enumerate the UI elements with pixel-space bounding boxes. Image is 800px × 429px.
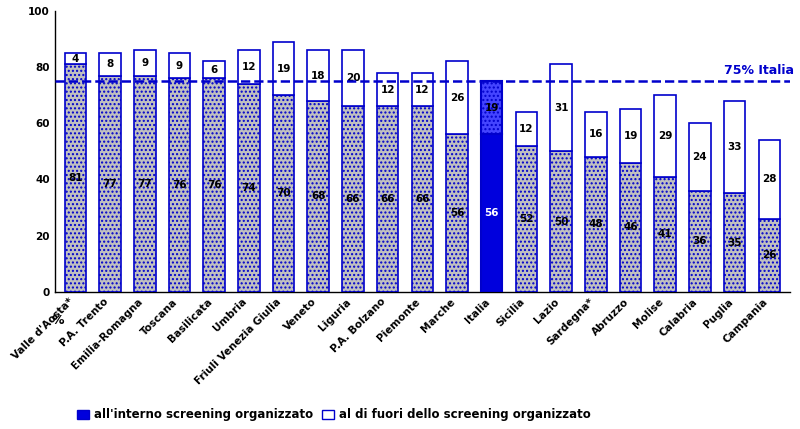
- Bar: [689, 123, 710, 190]
- Text: 76: 76: [207, 180, 222, 190]
- Text: 26: 26: [762, 250, 777, 260]
- Bar: [550, 64, 572, 151]
- Text: 18: 18: [311, 70, 326, 81]
- Text: 75% Italia: 75% Italia: [724, 64, 794, 77]
- Text: 9: 9: [141, 58, 148, 68]
- Text: 76: 76: [172, 180, 186, 190]
- Bar: [307, 101, 329, 292]
- Bar: [273, 95, 294, 292]
- Bar: [516, 112, 537, 146]
- Text: 77: 77: [102, 178, 118, 189]
- Text: 12: 12: [380, 85, 395, 94]
- Bar: [620, 163, 642, 292]
- Bar: [758, 140, 780, 219]
- Text: 35: 35: [727, 238, 742, 248]
- Text: 74: 74: [242, 183, 256, 193]
- Text: 4: 4: [72, 54, 79, 63]
- Bar: [65, 53, 86, 64]
- Text: 19: 19: [623, 131, 638, 141]
- Text: 41: 41: [658, 229, 673, 239]
- Bar: [377, 106, 398, 292]
- Bar: [724, 193, 746, 292]
- Bar: [99, 76, 121, 292]
- Text: 46: 46: [623, 222, 638, 232]
- Bar: [620, 109, 642, 163]
- Bar: [134, 50, 155, 76]
- Text: 29: 29: [658, 131, 673, 141]
- Bar: [585, 112, 606, 157]
- Bar: [654, 177, 676, 292]
- Text: 28: 28: [762, 175, 777, 184]
- Text: 31: 31: [554, 103, 568, 113]
- Text: 36: 36: [693, 236, 707, 246]
- Bar: [273, 42, 294, 95]
- Bar: [481, 81, 502, 134]
- Bar: [238, 84, 260, 292]
- Bar: [169, 53, 190, 79]
- Bar: [758, 219, 780, 292]
- Text: 16: 16: [589, 130, 603, 139]
- Text: 81: 81: [68, 173, 82, 183]
- Bar: [446, 61, 468, 134]
- Bar: [342, 50, 364, 106]
- Text: 20: 20: [346, 73, 360, 83]
- Text: 19: 19: [485, 103, 499, 113]
- Text: 68: 68: [311, 191, 326, 201]
- Bar: [724, 101, 746, 193]
- Text: 50: 50: [554, 217, 568, 227]
- Bar: [203, 61, 225, 79]
- Text: 26: 26: [450, 93, 464, 103]
- Text: 12: 12: [519, 124, 534, 134]
- Bar: [342, 106, 364, 292]
- Text: 52: 52: [519, 214, 534, 224]
- Bar: [169, 79, 190, 292]
- Bar: [307, 50, 329, 101]
- Text: 6: 6: [210, 65, 218, 75]
- Text: %: %: [52, 314, 64, 327]
- Text: 66: 66: [415, 194, 430, 204]
- Text: 19: 19: [276, 63, 290, 73]
- Text: 48: 48: [589, 219, 603, 230]
- Text: 8: 8: [106, 59, 114, 69]
- Text: 33: 33: [727, 142, 742, 152]
- Bar: [446, 134, 468, 292]
- Bar: [516, 146, 537, 292]
- Bar: [134, 76, 155, 292]
- Text: 9: 9: [176, 60, 183, 71]
- Bar: [550, 151, 572, 292]
- Bar: [689, 190, 710, 292]
- Bar: [203, 79, 225, 292]
- Bar: [65, 64, 86, 292]
- Legend: all'interno screening organizzato, al di fuori dello screening organizzato: all'interno screening organizzato, al di…: [73, 404, 595, 426]
- Bar: [481, 134, 502, 292]
- Bar: [377, 73, 398, 106]
- Text: 12: 12: [415, 85, 430, 94]
- Bar: [585, 157, 606, 292]
- Text: 70: 70: [276, 188, 291, 199]
- Text: 66: 66: [346, 194, 360, 204]
- Text: 12: 12: [242, 62, 256, 72]
- Bar: [411, 106, 433, 292]
- Text: 77: 77: [138, 178, 152, 189]
- Text: 56: 56: [450, 208, 464, 218]
- Bar: [411, 73, 433, 106]
- Bar: [654, 95, 676, 177]
- Bar: [238, 50, 260, 84]
- Bar: [99, 53, 121, 76]
- Text: 24: 24: [693, 152, 707, 162]
- Text: 56: 56: [485, 208, 499, 218]
- Text: 66: 66: [380, 194, 395, 204]
